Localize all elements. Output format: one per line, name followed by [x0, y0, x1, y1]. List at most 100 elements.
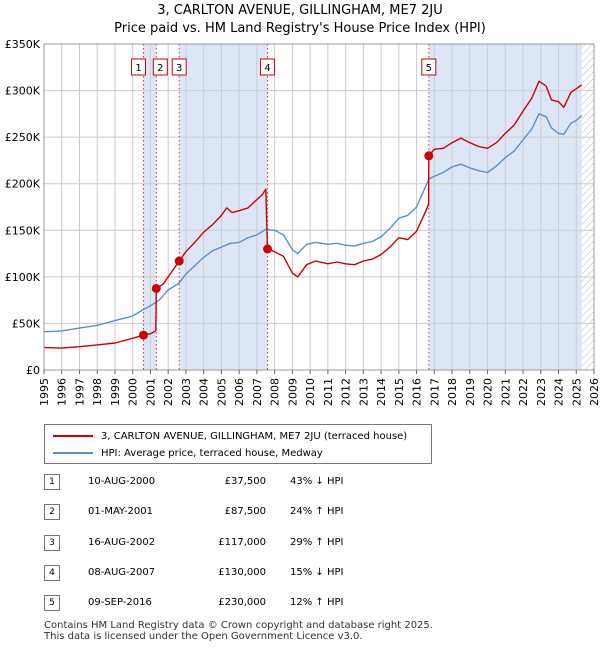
- x-tick-label-2001: 2001: [144, 378, 157, 406]
- x-tick-label-2022: 2022: [517, 378, 530, 406]
- transaction-row-4: 4 08-AUG-2007 £130,000 15% ↓ HPI: [44, 565, 384, 583]
- transaction-row-3: 3 16-AUG-2002 £117,000 29% ↑ HPI: [44, 535, 384, 553]
- y-tick-label-3: £150K: [5, 224, 41, 237]
- transaction-markers: [139, 151, 434, 340]
- transaction-price: £230,000: [218, 597, 266, 608]
- legend-label-price: 3, CARLTON AVENUE, GILLINGHAM, ME7 2JU (…: [101, 430, 408, 442]
- y-tick-label-0: £0: [26, 364, 40, 377]
- transaction-price: £87,500: [224, 506, 266, 517]
- transaction-num: 3: [44, 535, 60, 551]
- transaction-hpi: 24% ↑ HPI: [290, 506, 344, 517]
- transaction-label-box-4: [260, 58, 276, 76]
- series-lines: [43, 80, 583, 349]
- transaction-row-5: 5 09-SEP-2016 £230,000 12% ↑ HPI: [44, 595, 384, 613]
- x-tick-label-2010: 2010: [304, 378, 317, 406]
- x-tick-label-2025: 2025: [570, 378, 583, 406]
- transaction-date: 08-AUG-2007: [88, 567, 156, 578]
- transaction-num: 5: [44, 595, 60, 611]
- x-tick-label-1996: 1996: [56, 378, 69, 406]
- transaction-label-box-5: [421, 58, 437, 76]
- legend-label-hpi: HPI: Average price, terraced house, Medw…: [101, 447, 323, 459]
- x-tick-label-2005: 2005: [215, 378, 228, 406]
- transaction-label-1: 1: [131, 58, 147, 76]
- shaded-range-1: [143, 44, 157, 370]
- transaction-price: £130,000: [218, 567, 266, 578]
- transaction-label-box-1: [131, 58, 147, 76]
- x-tick-label-1999: 1999: [109, 378, 122, 406]
- transaction-hpi: 29% ↑ HPI: [290, 537, 344, 548]
- transaction-label-box-2: [152, 58, 168, 76]
- x-tick-label-2008: 2008: [269, 378, 282, 406]
- x-tick-label-2026: 2026: [588, 378, 600, 406]
- legend-swatch-price: [53, 435, 93, 437]
- y-tick-label-5: £250K: [5, 131, 41, 144]
- x-tick-label-2006: 2006: [233, 378, 246, 406]
- chart-subtitle: Price paid vs. HM Land Registry's House …: [114, 21, 486, 36]
- y-tick-label-4: £200K: [5, 178, 41, 191]
- x-tick-label-2018: 2018: [446, 378, 459, 406]
- transaction-marker-4: [263, 244, 273, 254]
- x-tick-label-2016: 2016: [411, 378, 424, 406]
- price-chart: 1 2 3 4 5 £0 £50K £100K £150K £200K £250K £300K £35…: [5, 38, 600, 406]
- transaction-marker-5: [424, 151, 434, 161]
- y-tick-label-7: £350K: [5, 38, 41, 51]
- transaction-label-4: 4: [260, 58, 276, 76]
- transaction-label-5: 5: [421, 58, 437, 76]
- transaction-num: 2: [44, 504, 60, 520]
- footer-line-1: Contains HM Land Registry data © Crown c…: [44, 620, 433, 631]
- transaction-num: 4: [44, 565, 60, 581]
- x-tick-label-2024: 2024: [553, 378, 566, 406]
- hpi-line: [43, 113, 583, 333]
- transaction-label-text-1: 1: [135, 63, 141, 74]
- transaction-label-text-4: 4: [264, 63, 270, 74]
- x-tick-label-2013: 2013: [357, 378, 370, 406]
- transaction-marker-2: [151, 284, 161, 293]
- x-tick-label-2017: 2017: [428, 378, 441, 406]
- y-tick-label-1: £50K: [12, 317, 41, 330]
- shaded-ranges: [143, 44, 582, 370]
- transaction-date: 01-MAY-2001: [88, 506, 154, 517]
- transaction-label-text-3: 3: [176, 63, 182, 74]
- x-tick-label-2023: 2023: [535, 378, 548, 406]
- transaction-date: 16-AUG-2002: [88, 537, 156, 548]
- legend-item-hpi: HPI: Average price, terraced house, Medw…: [53, 445, 323, 461]
- x-tick-label-2011: 2011: [322, 378, 335, 406]
- legend-swatch-hpi: [53, 452, 93, 454]
- legend-item-price: 3, CARLTON AVENUE, GILLINGHAM, ME7 2JU (…: [53, 428, 407, 444]
- x-tick-label-2019: 2019: [464, 378, 477, 406]
- transaction-row-1: 1 10-AUG-2000 £37,500 43% ↓ HPI: [44, 474, 384, 492]
- chart-title: 3, CARLTON AVENUE, GILLINGHAM, ME7 2JU: [157, 3, 443, 18]
- transaction-marker-3: [174, 256, 184, 266]
- x-tick-label-2007: 2007: [251, 378, 264, 406]
- future-hatch-region: [581, 44, 594, 370]
- transaction-marker-1: [139, 330, 149, 340]
- transaction-hpi: 12% ↑ HPI: [290, 597, 344, 608]
- transaction-label-text-2: 2: [157, 63, 163, 74]
- axes: £0 £50K £100K £150K £200K £250K £300K £350K 1995…: [5, 38, 600, 406]
- y-tick-label-6: £300K: [5, 85, 41, 98]
- shaded-range-2: [179, 44, 268, 370]
- transaction-hpi: 43% ↓ HPI: [290, 476, 344, 487]
- footer: Contains HM Land Registry data © Crown c…: [44, 620, 433, 642]
- transaction-hpi: 15% ↓ HPI: [290, 567, 344, 578]
- future-hatch: [581, 44, 594, 370]
- transaction-row-2: 2 01-MAY-2001 £87,500 24% ↑ HPI: [44, 504, 384, 522]
- transaction-label-3: 3: [171, 58, 187, 76]
- x-tick-label-2000: 2000: [127, 378, 140, 406]
- transaction-labels: 1 2 3 4 5: [131, 58, 437, 76]
- transaction-date: 09-SEP-2016: [88, 597, 152, 608]
- transaction-price: £117,000: [218, 537, 266, 548]
- transaction-label-2: 2: [152, 58, 168, 76]
- x-tick-label-2021: 2021: [499, 378, 512, 406]
- x-tick-label-2009: 2009: [286, 378, 299, 406]
- x-tick-label-2012: 2012: [340, 378, 353, 406]
- transaction-price: £37,500: [224, 476, 266, 487]
- transaction-date: 10-AUG-2000: [88, 476, 156, 487]
- x-tick-label-2014: 2014: [375, 378, 388, 406]
- y-tick-label-2: £100K: [5, 271, 41, 284]
- x-tick-label-2002: 2002: [162, 378, 175, 406]
- transaction-num: 1: [44, 474, 60, 490]
- x-tick-label-1998: 1998: [91, 378, 104, 406]
- plot-border: [43, 43, 595, 371]
- x-tick-label-1997: 1997: [73, 378, 86, 406]
